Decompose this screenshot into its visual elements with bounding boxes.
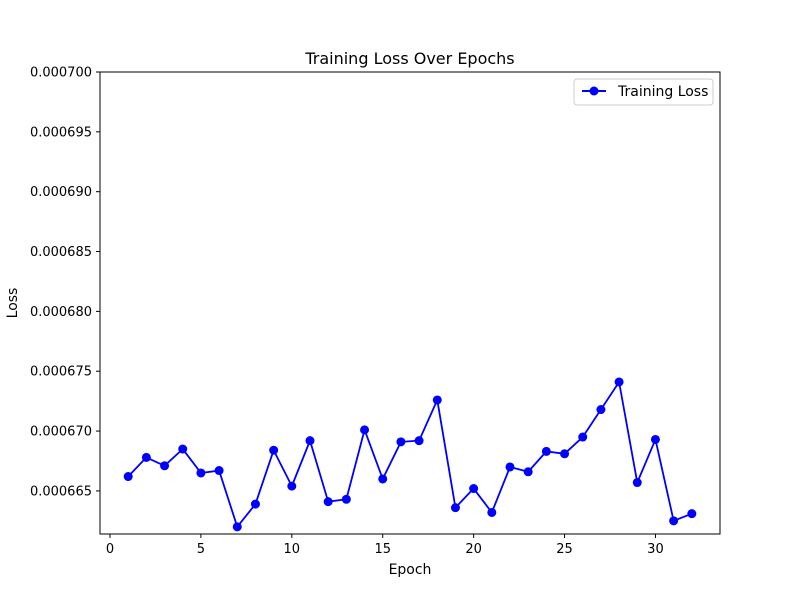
data-point xyxy=(432,395,442,405)
series-line-training-loss xyxy=(127,381,693,528)
data-point xyxy=(614,377,624,387)
data-point xyxy=(541,446,551,456)
data-point xyxy=(596,405,606,415)
data-point xyxy=(123,472,133,482)
y-tick-label: 0.000690 xyxy=(30,185,92,200)
data-point xyxy=(141,452,151,462)
plot-frame xyxy=(99,71,721,535)
y-tick-label: 0.000685 xyxy=(30,245,92,260)
chart-title: Training Loss Over Epochs xyxy=(304,49,514,68)
x-tick-label: 5 xyxy=(197,542,205,557)
data-point xyxy=(450,503,460,513)
y-tick-label: 0.000665 xyxy=(30,484,92,499)
legend-point-marker xyxy=(589,86,599,96)
data-point xyxy=(487,507,497,517)
x-axis-ticks: 0 5 10 15 20 25 30 xyxy=(106,534,664,557)
x-axis-label: Epoch xyxy=(389,562,432,578)
y-tick-label: 0.000700 xyxy=(30,66,92,81)
legend: Training Loss xyxy=(573,78,714,106)
data-point xyxy=(305,436,315,446)
y-axis-label: Loss xyxy=(5,288,21,319)
data-point xyxy=(469,484,479,494)
x-tick-label: 10 xyxy=(284,542,301,557)
data-point xyxy=(160,461,170,471)
x-tick-label: 20 xyxy=(465,542,482,557)
data-point xyxy=(578,432,588,442)
data-point xyxy=(287,481,297,491)
data-point xyxy=(360,425,370,435)
data-point xyxy=(323,497,333,507)
data-point xyxy=(250,499,260,509)
data-point xyxy=(378,474,388,484)
legend-box xyxy=(573,78,714,106)
data-point xyxy=(650,434,660,444)
data-point xyxy=(214,466,224,476)
x-tick-label: 0 xyxy=(106,542,114,557)
x-tick-label: 30 xyxy=(647,542,664,557)
y-tick-label: 0.000680 xyxy=(30,305,92,320)
data-point xyxy=(232,522,242,532)
y-tick-label: 0.000675 xyxy=(30,365,92,380)
data-point xyxy=(523,467,533,477)
data-point xyxy=(632,478,642,488)
data-point xyxy=(687,509,697,519)
y-axis-ticks: 0.000665 0.000670 0.000675 0.000680 0.000685… xyxy=(30,66,100,499)
x-tick-label: 25 xyxy=(556,542,573,557)
data-point xyxy=(669,516,679,526)
series-layer xyxy=(123,377,697,532)
data-point xyxy=(178,444,188,454)
x-tick-label: 15 xyxy=(374,542,391,557)
legend-entry-training-loss: Training Loss xyxy=(617,84,708,100)
data-point xyxy=(396,437,406,447)
data-point xyxy=(196,468,206,478)
data-point xyxy=(269,445,279,455)
data-point xyxy=(505,462,515,472)
data-point xyxy=(414,436,424,446)
y-tick-label: 0.000695 xyxy=(30,125,92,140)
data-point xyxy=(560,449,570,459)
data-point xyxy=(341,494,351,504)
y-tick-label: 0.000670 xyxy=(30,425,92,440)
